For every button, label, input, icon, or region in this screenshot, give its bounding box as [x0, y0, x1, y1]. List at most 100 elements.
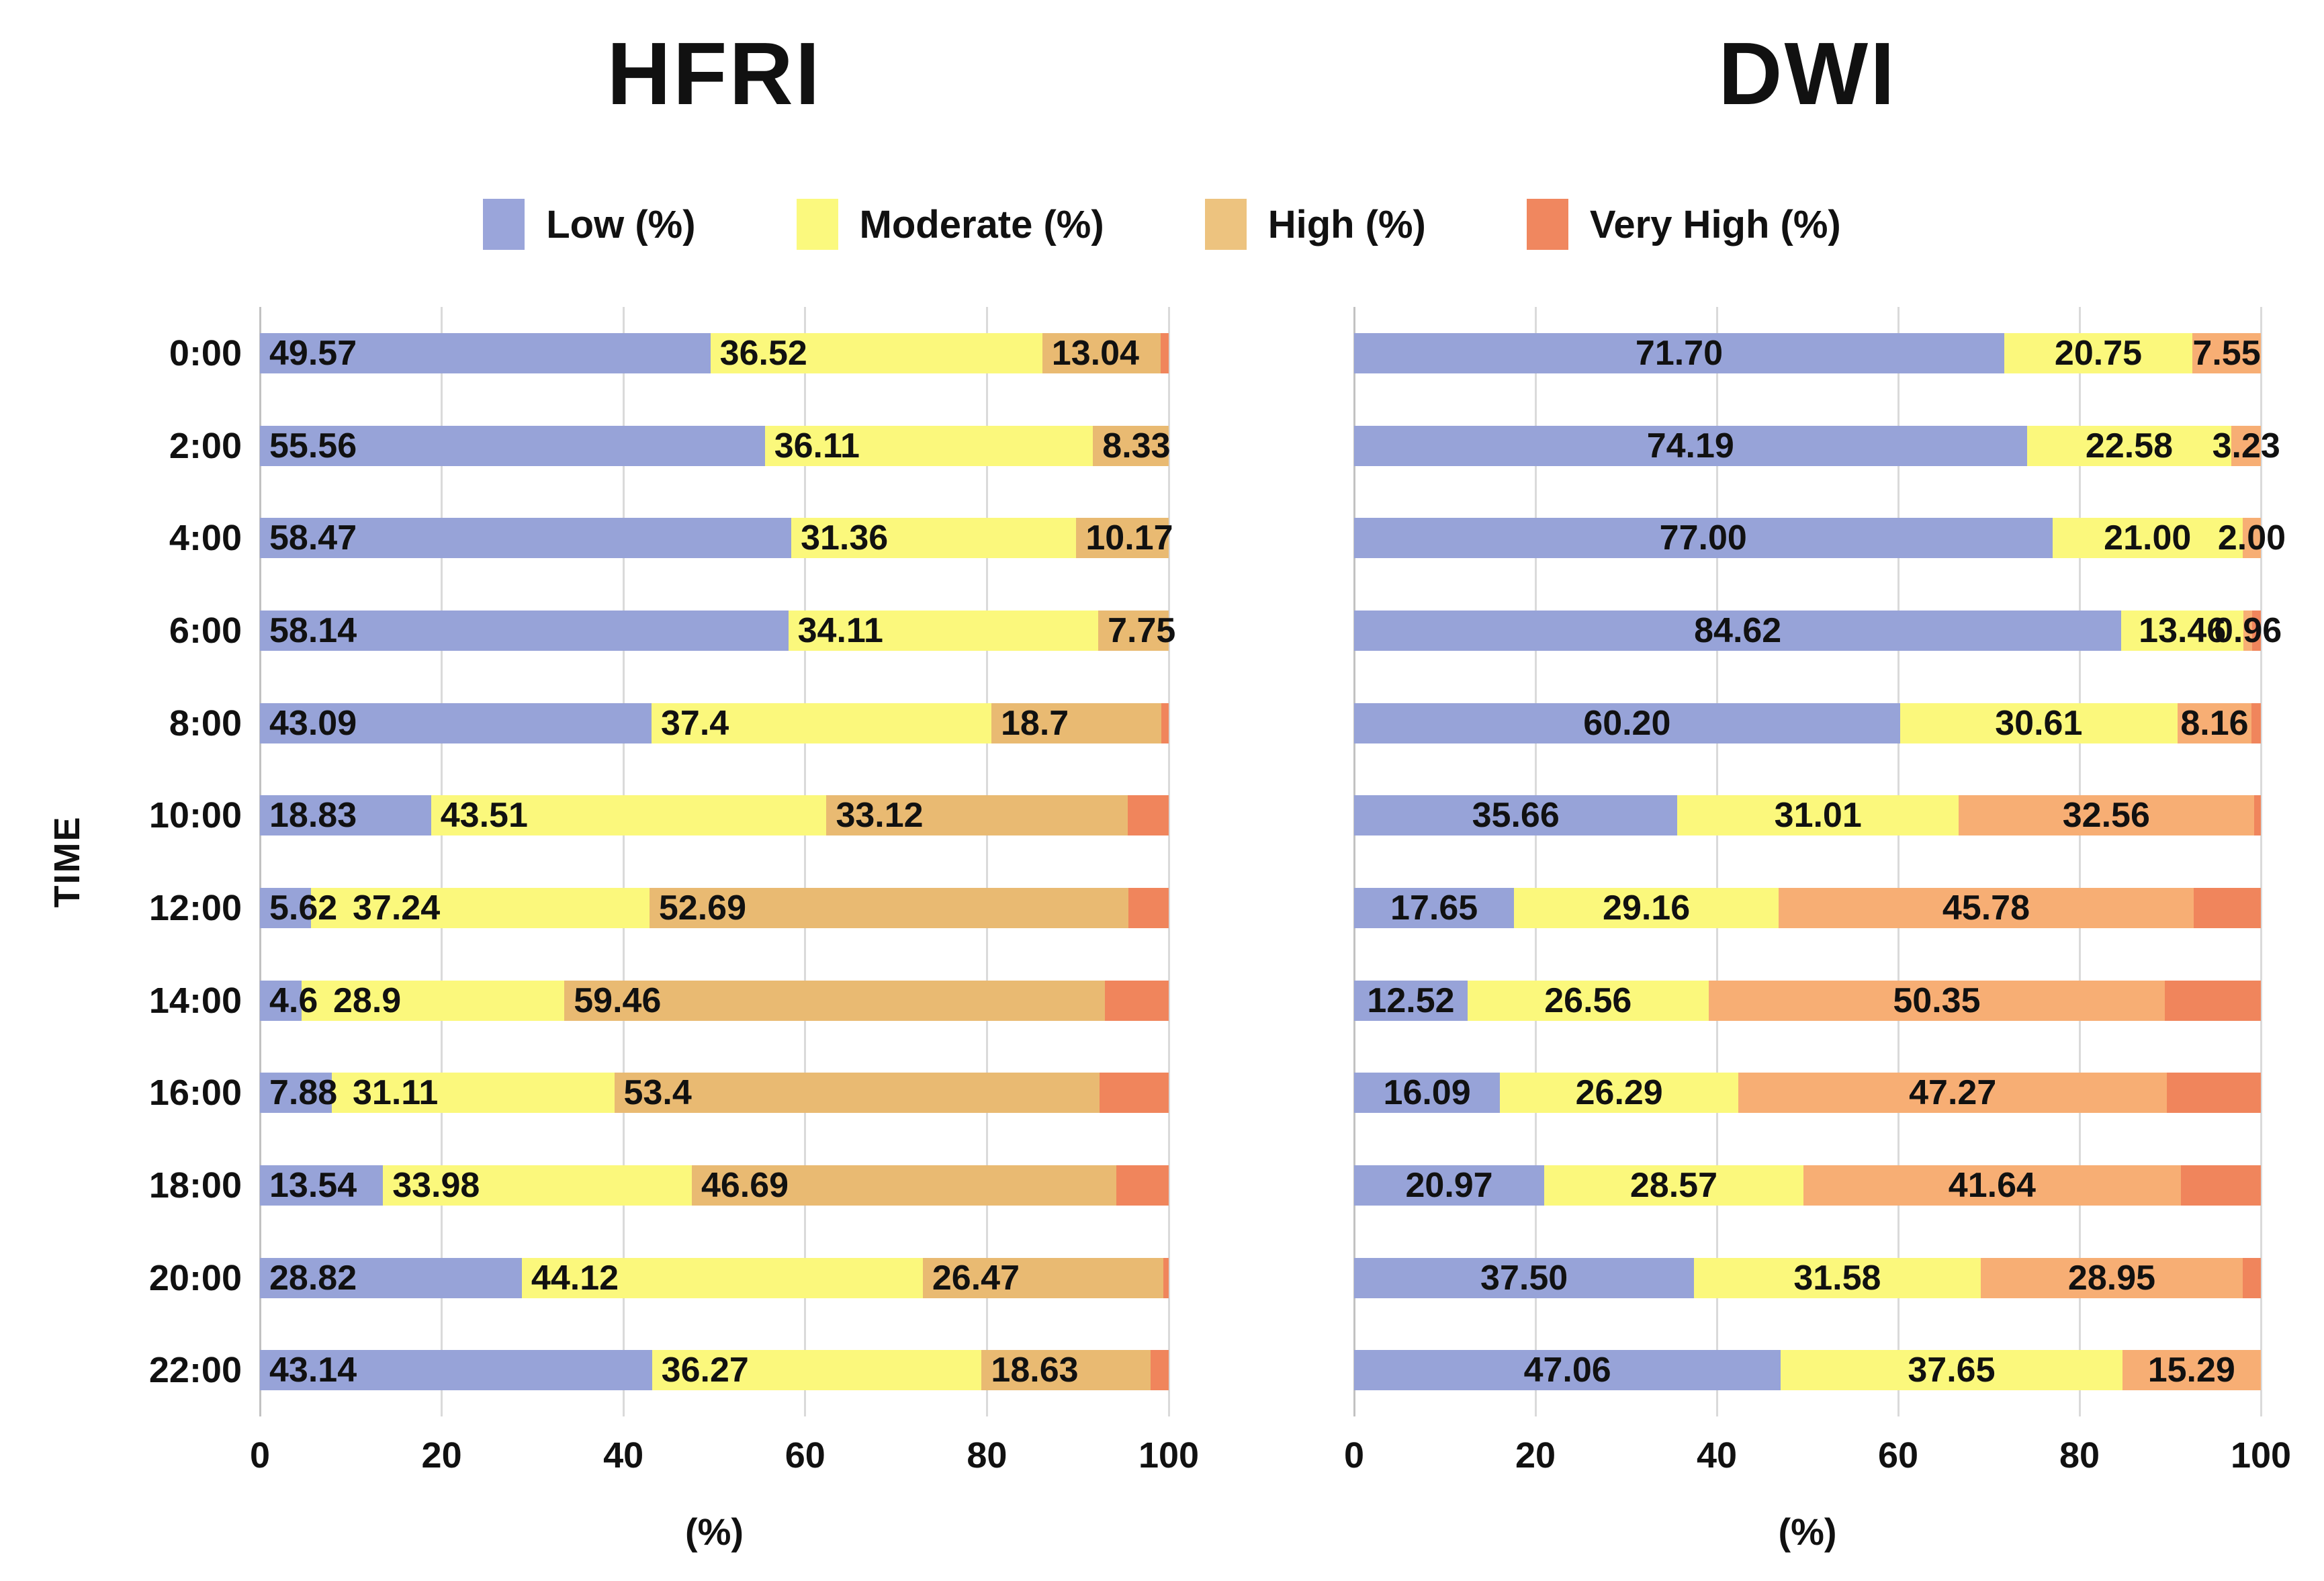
- bar-row: 13.54 33.98 46.69: [260, 1165, 1169, 1206]
- bar-value-label: 26.47: [932, 1258, 1020, 1298]
- bar-row: 71.70 20.75 7.55: [1354, 332, 2261, 373]
- bar-segment-moderate: [302, 980, 565, 1021]
- bar-row: 74.19 22.58 3.23: [1354, 425, 2280, 466]
- bar-segment-high: [1738, 1073, 2167, 1114]
- bar-segment-moderate: [1900, 703, 2178, 743]
- bar-segment-moderate: [431, 795, 827, 836]
- bar-segment-low: [1354, 518, 2053, 559]
- y-axis-tick-label: 8:00: [169, 703, 242, 743]
- bar-segment-moderate: [2004, 332, 2193, 373]
- bar-value-label: 12.52: [1367, 981, 1455, 1020]
- bar-value-label: 2.00: [2217, 518, 2286, 558]
- bar-segment-high: [1098, 610, 1169, 651]
- y-axis-tick-label: 22:00: [148, 1350, 242, 1391]
- legend-swatch-low: [483, 199, 525, 250]
- bar-segment-moderate: [2121, 610, 2244, 651]
- chart-title-hfri: HFRI: [607, 24, 822, 123]
- bar-row: 49.57 36.52 13.04: [260, 332, 1169, 373]
- y-axis-tick-label: 18:00: [148, 1165, 242, 1206]
- bar-segment-low: [1354, 1165, 1545, 1206]
- bar-value-label: 36.11: [774, 426, 860, 465]
- y-axis-tick-label: 6:00: [169, 610, 242, 651]
- bar-value-label: 44.12: [531, 1258, 619, 1298]
- gridline: [804, 307, 807, 1416]
- bar-value-label: 16.09: [1383, 1073, 1471, 1113]
- bar-row: 35.66 31.01 32.56: [1354, 795, 2261, 836]
- bar-segment-low: [260, 425, 765, 466]
- bar-value-label: 20.75: [2054, 333, 2143, 373]
- bar-segment-low: [1354, 332, 2004, 373]
- x-axis-title-dwi: (%): [1778, 1510, 1837, 1553]
- gridline: [259, 307, 261, 1416]
- gridline: [1167, 307, 1170, 1416]
- bar-segment-high: [2192, 332, 2261, 373]
- bar-segment-low: [1354, 887, 1515, 928]
- x-axis-tick-label: 80: [967, 1435, 1008, 1476]
- bar-value-label: 36.52: [719, 333, 807, 373]
- bar-row: 58.14 34.11 7.75: [260, 610, 1175, 651]
- bar-row: 16.09 26.29 47.27: [1354, 1073, 2261, 1114]
- bar-value-label: 20.97: [1405, 1165, 1493, 1205]
- bar-segment-moderate: [1677, 795, 1959, 836]
- bar-value-label: 0.96: [2213, 611, 2282, 650]
- bar-value-label: 43.51: [440, 796, 528, 835]
- bar-row: 55.56 36.11 8.33: [260, 425, 1171, 466]
- bar-segment-high: [649, 887, 1128, 928]
- bar-value-label: 7.88: [269, 1073, 338, 1113]
- bar-segment-high: [826, 795, 1128, 836]
- bar-value-label: 35.66: [1472, 796, 1560, 835]
- bar-value-label: 17.65: [1390, 888, 1478, 928]
- bar-value-label: 33.12: [836, 796, 924, 835]
- bar-segment-low: [260, 703, 652, 743]
- y-axis-tick-labels: 0:00 2:00 4:00 6:00 8:00 10:00 12:00 14:00 16:00…: [74, 307, 242, 1416]
- x-axis-ticks-hfri: 0 20 40 60 80 100: [250, 1435, 1199, 1484]
- bar-segment-very-high: [1104, 980, 1169, 1021]
- bar-segment-high: [2122, 1350, 2261, 1391]
- y-axis-tick-label: 12:00: [148, 887, 242, 928]
- bar-value-label: 84.62: [1694, 611, 1782, 650]
- bar-segment-very-high: [2167, 1073, 2261, 1114]
- bar-segment-high: [1042, 332, 1161, 373]
- bar-row: 43.09 37.4 18.7: [260, 703, 1169, 743]
- bar-segment-high: [2243, 518, 2261, 559]
- plot-area-dwi: 71.70 20.75 7.55 74.19 22.58 3.23 77.00 21.00 2.…: [1353, 307, 2286, 1416]
- x-axis-tick-label: 20: [1515, 1435, 1556, 1476]
- bar-segment-high: [1778, 887, 2194, 928]
- x-axis-tick-label: 40: [603, 1435, 644, 1476]
- bar-segment-low: [260, 1257, 522, 1298]
- bar-segment-low: [1354, 425, 2027, 466]
- bar-value-label: 18.83: [269, 796, 357, 835]
- bar-value-label: 7.75: [1108, 611, 1176, 650]
- x-axis-tick-label: 0: [1343, 1435, 1365, 1476]
- bar-row: 18.83 43.51 33.12: [260, 795, 1169, 836]
- bar-row: 5.62 37.24 52.69: [260, 887, 1169, 928]
- bar-segment-low: [260, 1350, 652, 1391]
- bar-segment-high: [1980, 1257, 2243, 1298]
- x-axis-tick-label: 20: [421, 1435, 462, 1476]
- bar-segment-moderate: [652, 1350, 982, 1391]
- bar-value-label: 13.46: [2139, 611, 2227, 650]
- bar-segment-high: [2231, 425, 2261, 466]
- bar-segment-high: [2177, 703, 2252, 743]
- bar-segment-moderate: [1694, 1257, 1981, 1298]
- bar-value-label: 4.6: [269, 981, 318, 1020]
- bar-value-label: 31.01: [1774, 796, 1862, 835]
- bar-value-label: 59.46: [574, 981, 662, 1020]
- bar-segment-high: [1076, 518, 1169, 559]
- bar-value-label: 71.70: [1635, 333, 1724, 373]
- bar-value-label: 13.54: [269, 1165, 357, 1205]
- bar-segment-moderate: [710, 332, 1042, 373]
- bar-value-label: 7.55: [2192, 333, 2261, 373]
- bar-segment-low: [260, 887, 312, 928]
- bar-segment-low: [1354, 1257, 1695, 1298]
- legend-item: Very High (%): [1526, 199, 1841, 250]
- bar-segment-high: [922, 1257, 1163, 1298]
- bar-value-label: 28.9: [333, 981, 402, 1020]
- bar-value-label: 8.33: [1102, 426, 1171, 465]
- bar-row: 37.50 31.58 28.95: [1354, 1257, 2261, 1298]
- bar-segment-low: [1354, 1073, 1501, 1114]
- bar-segment-high: [1708, 980, 2165, 1021]
- bar-segment-moderate: [788, 610, 1099, 651]
- bar-value-label: 28.57: [1629, 1165, 1718, 1205]
